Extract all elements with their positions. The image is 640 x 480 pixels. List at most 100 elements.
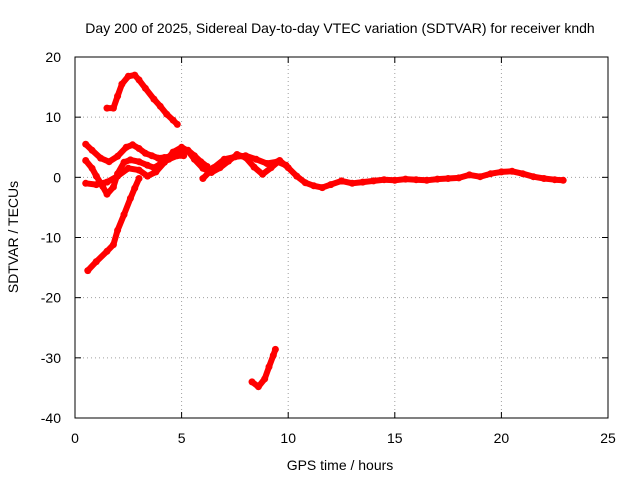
data-point	[105, 158, 113, 166]
y-tick-label: -20	[41, 290, 61, 306]
data-point	[161, 158, 168, 166]
data-point	[141, 149, 149, 157]
x-tick-label: 5	[178, 430, 186, 446]
data-point	[444, 175, 452, 182]
x-tick-label: 0	[71, 430, 79, 446]
series-arc-6	[84, 175, 142, 274]
data-point	[282, 161, 290, 169]
data-point	[327, 181, 335, 189]
y-tick-label: 20	[45, 49, 61, 65]
data-point	[88, 146, 96, 154]
data-point	[131, 71, 139, 79]
data-point	[250, 163, 258, 171]
data-point	[370, 177, 377, 185]
x-tick-label: 25	[600, 430, 616, 446]
data-point	[455, 174, 463, 182]
data-point	[310, 182, 318, 190]
data-point	[261, 375, 269, 383]
chart-title: Day 200 of 2025, Sidereal Day-to-day VTE…	[85, 20, 594, 36]
data-point	[124, 164, 132, 172]
data-point	[122, 143, 130, 151]
data-point	[529, 173, 537, 181]
series-arc-4	[82, 144, 567, 191]
axis-ticks: 0 5 10 15 20 25 -40 -30 -20 -10 0 10 20	[41, 49, 616, 446]
data-point	[154, 154, 162, 162]
data-point	[135, 76, 143, 84]
y-axis-label: SDTVAR / TECUs	[5, 181, 21, 293]
data-point	[476, 173, 484, 181]
data-point	[129, 141, 137, 149]
data-point	[402, 175, 409, 183]
data-point	[109, 241, 117, 249]
data-point	[109, 104, 117, 112]
data-point	[103, 190, 111, 198]
data-point	[163, 110, 171, 118]
data-point	[82, 157, 90, 164]
y-tick-label: -40	[41, 410, 61, 426]
data-point	[135, 158, 143, 166]
data-point	[109, 183, 117, 191]
data-point	[348, 179, 356, 187]
data-point	[301, 179, 309, 187]
data-point	[120, 158, 128, 166]
data-point	[220, 155, 228, 163]
data-point	[180, 152, 188, 160]
data-point	[82, 140, 90, 148]
data-point	[269, 351, 277, 359]
data-point	[423, 176, 431, 184]
data-point	[359, 178, 367, 186]
data-point	[88, 164, 96, 172]
series-layer	[82, 71, 567, 391]
data-point	[144, 161, 151, 169]
grid-lines	[75, 57, 608, 418]
data-point	[184, 147, 192, 155]
x-tick-label: 15	[387, 430, 403, 446]
data-point	[126, 156, 134, 164]
data-point	[242, 152, 250, 160]
plot-frame	[74, 56, 609, 419]
data-point	[173, 120, 181, 128]
data-point	[150, 95, 158, 103]
data-point	[126, 194, 134, 202]
data-point	[144, 172, 151, 180]
data-point	[141, 84, 149, 92]
data-point	[318, 184, 326, 192]
data-point	[114, 152, 122, 160]
data-point	[231, 153, 239, 161]
data-point	[259, 170, 267, 178]
data-point	[265, 363, 273, 371]
data-point	[271, 345, 279, 353]
data-point	[190, 155, 198, 163]
data-point	[135, 166, 143, 174]
data-point	[97, 154, 105, 162]
data-point	[92, 181, 100, 189]
data-point	[412, 176, 420, 184]
x-tick-label: 10	[280, 430, 296, 446]
data-point	[199, 175, 207, 182]
data-point	[199, 164, 207, 172]
data-point	[508, 167, 516, 175]
data-point	[120, 211, 128, 219]
data-point	[274, 158, 281, 166]
data-point	[135, 145, 143, 152]
data-point	[293, 172, 301, 180]
data-point	[114, 92, 122, 100]
y-tick-label: 10	[45, 109, 61, 125]
data-point	[391, 176, 399, 184]
data-point	[252, 155, 260, 163]
y-tick-label: -30	[41, 350, 61, 366]
data-point	[103, 247, 111, 255]
data-point	[103, 104, 111, 112]
data-point	[103, 178, 111, 186]
data-point	[178, 143, 186, 151]
data-point	[497, 168, 505, 176]
data-point	[92, 258, 100, 266]
data-point	[92, 172, 100, 180]
data-point	[519, 170, 527, 178]
data-point	[135, 175, 143, 182]
data-point	[433, 175, 441, 183]
data-point	[114, 172, 122, 180]
data-point	[540, 175, 548, 182]
data-point	[156, 102, 164, 110]
